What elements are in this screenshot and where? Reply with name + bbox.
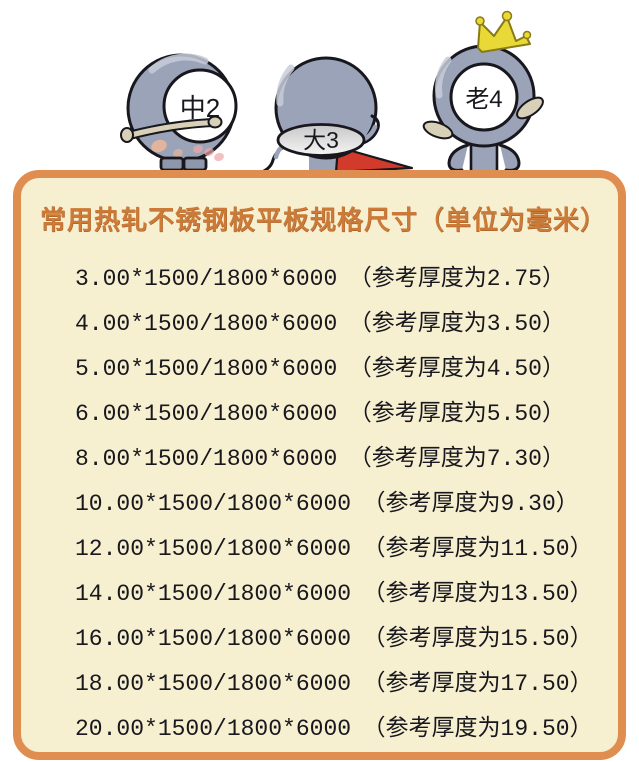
svg-text:大3: 大3 [303,127,339,153]
svg-text:老4: 老4 [465,86,502,113]
svg-text:中2: 中2 [180,93,220,123]
